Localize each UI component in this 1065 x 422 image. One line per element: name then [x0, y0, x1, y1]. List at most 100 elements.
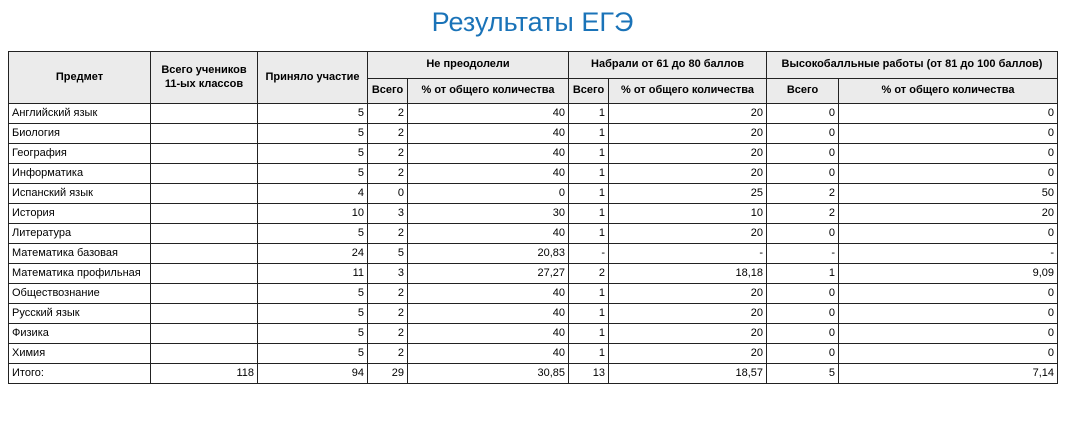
value-cell-np-percent: 40	[407, 103, 569, 124]
value-cell-mid-total: -	[568, 243, 609, 264]
value-cell-mid-percent: 20	[607, 143, 768, 164]
value-cell-mid-percent: 20	[607, 343, 768, 364]
value-cell-mid-total: 1	[568, 183, 609, 204]
value-cell-np-total: 2	[367, 223, 408, 244]
table-row: История 10 3 30 1 10 2 20	[8, 203, 1059, 224]
value-cell-mid-total: 1	[568, 123, 609, 144]
value-cell-high-percent: -	[838, 243, 1059, 264]
value-cell-total-students	[150, 343, 258, 364]
value-cell-high-percent: 0	[838, 223, 1059, 244]
value-cell-np-percent: 40	[407, 283, 569, 304]
value-cell-high-total: 1	[766, 263, 840, 284]
value-cell-high-total: 2	[766, 183, 840, 204]
value-cell-total-students	[150, 303, 258, 324]
value-cell-participated: 24	[257, 243, 368, 264]
value-cell-mid-percent: 20	[607, 163, 768, 184]
value-cell-high-percent: 7,14	[838, 363, 1059, 384]
table-row: География 5 2 40 1 20 0 0	[8, 143, 1059, 164]
value-cell-mid-percent: 20	[607, 123, 768, 144]
value-cell-np-total: 2	[367, 123, 408, 144]
value-cell-high-percent: 0	[838, 163, 1059, 184]
value-cell-np-percent: 20,83	[407, 243, 569, 264]
value-cell-mid-total: 1	[568, 203, 609, 224]
value-cell-np-total: 0	[367, 183, 408, 204]
value-cell-total-students	[150, 223, 258, 244]
value-cell-np-total: 3	[367, 203, 408, 224]
value-cell-participated: 4	[257, 183, 368, 204]
table-row: Испанский язык 4 0 0 1 25 2 50	[8, 183, 1059, 204]
value-cell-np-total: 29	[367, 363, 408, 384]
value-cell-high-percent: 0	[838, 303, 1059, 324]
value-cell-mid-total: 1	[568, 163, 609, 184]
header-sub-row: Всего % от общего количества Всего % от …	[9, 78, 1059, 104]
value-cell-np-total: 5	[367, 243, 408, 264]
subject-cell: Итого:	[8, 363, 151, 384]
value-cell-high-total: 0	[766, 103, 840, 124]
value-cell-high-total: -	[766, 243, 840, 264]
value-cell-np-percent: 40	[407, 343, 569, 364]
col-subheader-61-80-total: Всего	[568, 78, 609, 104]
value-cell-high-percent: 0	[838, 343, 1059, 364]
value-cell-total-students	[150, 163, 258, 184]
value-cell-high-percent: 0	[838, 123, 1059, 144]
col-group-scored-61-80: Набрали от 61 до 80 баллов	[567, 51, 768, 79]
value-cell-np-total: 2	[367, 143, 408, 164]
value-cell-participated: 5	[257, 303, 368, 324]
value-cell-participated: 5	[257, 123, 368, 144]
col-header-total-students: Всего учеников 11-ых классов	[150, 51, 258, 104]
value-cell-high-total: 0	[766, 283, 840, 304]
table-row: Обществознание 5 2 40 1 20 0 0	[8, 283, 1059, 304]
value-cell-total-students	[150, 243, 258, 264]
subject-cell: Математика базовая	[8, 243, 151, 264]
value-cell-np-percent: 40	[407, 143, 569, 164]
value-cell-np-percent: 27,27	[407, 263, 569, 284]
value-cell-participated: 5	[257, 323, 368, 344]
value-cell-np-percent: 40	[407, 163, 569, 184]
value-cell-participated: 11	[257, 263, 368, 284]
subject-cell: Математика профильная	[8, 263, 151, 284]
col-group-not-passed: Не преодолели	[367, 51, 569, 79]
col-subheader-61-80-percent: % от общего количества	[607, 78, 768, 104]
value-cell-high-percent: 20	[838, 203, 1059, 224]
value-cell-mid-total: 1	[568, 303, 609, 324]
value-cell-participated: 5	[257, 103, 368, 124]
value-cell-total-students	[150, 323, 258, 344]
value-cell-participated: 5	[257, 163, 368, 184]
subject-cell: Литература	[8, 223, 151, 244]
subject-cell: История	[8, 203, 151, 224]
value-cell-total-students	[150, 263, 258, 284]
value-cell-np-total: 2	[367, 163, 408, 184]
subject-cell: Физика	[8, 323, 151, 344]
value-cell-total-students	[150, 203, 258, 224]
value-cell-high-percent: 0	[838, 283, 1059, 304]
col-subheader-not-passed-percent: % от общего количества	[407, 78, 569, 104]
col-subheader-not-passed-total: Всего	[367, 78, 408, 104]
subject-cell: Химия	[8, 343, 151, 364]
table-row: Биология 5 2 40 1 20 0 0	[8, 123, 1059, 144]
value-cell-high-total: 0	[766, 323, 840, 344]
value-cell-np-percent: 0	[407, 183, 569, 204]
value-cell-high-total: 5	[766, 363, 840, 384]
value-cell-high-total: 0	[766, 123, 840, 144]
subject-cell: Русский язык	[8, 303, 151, 324]
value-cell-mid-percent: 20	[607, 323, 768, 344]
table-row: Математика профильная 11 3 27,27 2 18,18 1 9,09	[8, 263, 1059, 284]
value-cell-high-percent: 0	[838, 323, 1059, 344]
value-cell-mid-percent: -	[607, 243, 768, 264]
value-cell-participated: 10	[257, 203, 368, 224]
ege-results-table: Предмет Всего учеников 11-ых классов При…	[8, 51, 1059, 384]
value-cell-high-total: 0	[766, 223, 840, 244]
value-cell-mid-percent: 10	[607, 203, 768, 224]
value-cell-np-percent: 30	[407, 203, 569, 224]
value-cell-total-students	[150, 103, 258, 124]
table-row: Литература 5 2 40 1 20 0 0	[8, 223, 1059, 244]
col-header-subject: Предмет	[8, 51, 151, 104]
value-cell-mid-total: 13	[568, 363, 609, 384]
value-cell-mid-total: 1	[568, 103, 609, 124]
value-cell-participated: 5	[257, 223, 368, 244]
value-cell-high-total: 2	[766, 203, 840, 224]
header-group-row: Предмет Всего учеников 11-ых классов При…	[8, 51, 1059, 104]
value-cell-np-total: 3	[367, 263, 408, 284]
subject-cell: География	[8, 143, 151, 164]
col-header-participated: Приняло участие	[257, 51, 368, 104]
